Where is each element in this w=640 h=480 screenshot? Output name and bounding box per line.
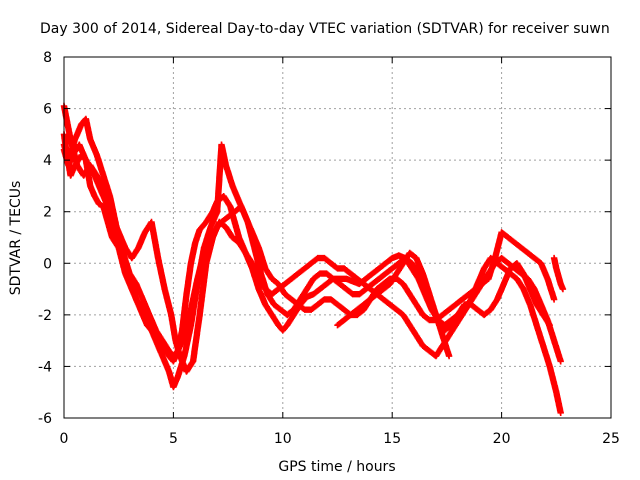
- x-tick-label: 15: [383, 431, 401, 447]
- y-tick-label: 0: [43, 256, 52, 272]
- y-tick-label: 4: [43, 153, 52, 169]
- plot-frame: [63, 56, 612, 419]
- y-tick-label: 2: [43, 205, 52, 221]
- y-tick-label: -2: [38, 308, 52, 324]
- series-trace-b: [60, 115, 553, 360]
- chart-title: Day 300 of 2014, Sidereal Day-to-day VTE…: [40, 21, 610, 37]
- x-axis: 0 5 10 15 20 25: [60, 57, 620, 447]
- x-axis-label: GPS time / hours: [278, 459, 395, 475]
- y-tick-label: 6: [43, 102, 52, 118]
- x-tick-label: 5: [169, 431, 178, 447]
- series-trace-e: [334, 249, 453, 360]
- x-tick-label: 0: [60, 431, 69, 447]
- series-trace-f: [550, 254, 567, 293]
- x-tick-label: 20: [493, 431, 511, 447]
- grid: [64, 57, 611, 418]
- y-tick-label: -4: [38, 359, 52, 375]
- x-tick-label: 25: [602, 431, 620, 447]
- y-axis: -6 -4 -2 0 2 4 6 8: [38, 50, 611, 427]
- series-trace-d: [60, 102, 558, 391]
- y-tick-label: -6: [38, 411, 52, 427]
- x-tick-label: 10: [274, 431, 292, 447]
- data-marks: [60, 102, 567, 416]
- y-axis-label: SDTVAR / TECUs: [8, 181, 24, 296]
- y-tick-label: 8: [43, 50, 52, 66]
